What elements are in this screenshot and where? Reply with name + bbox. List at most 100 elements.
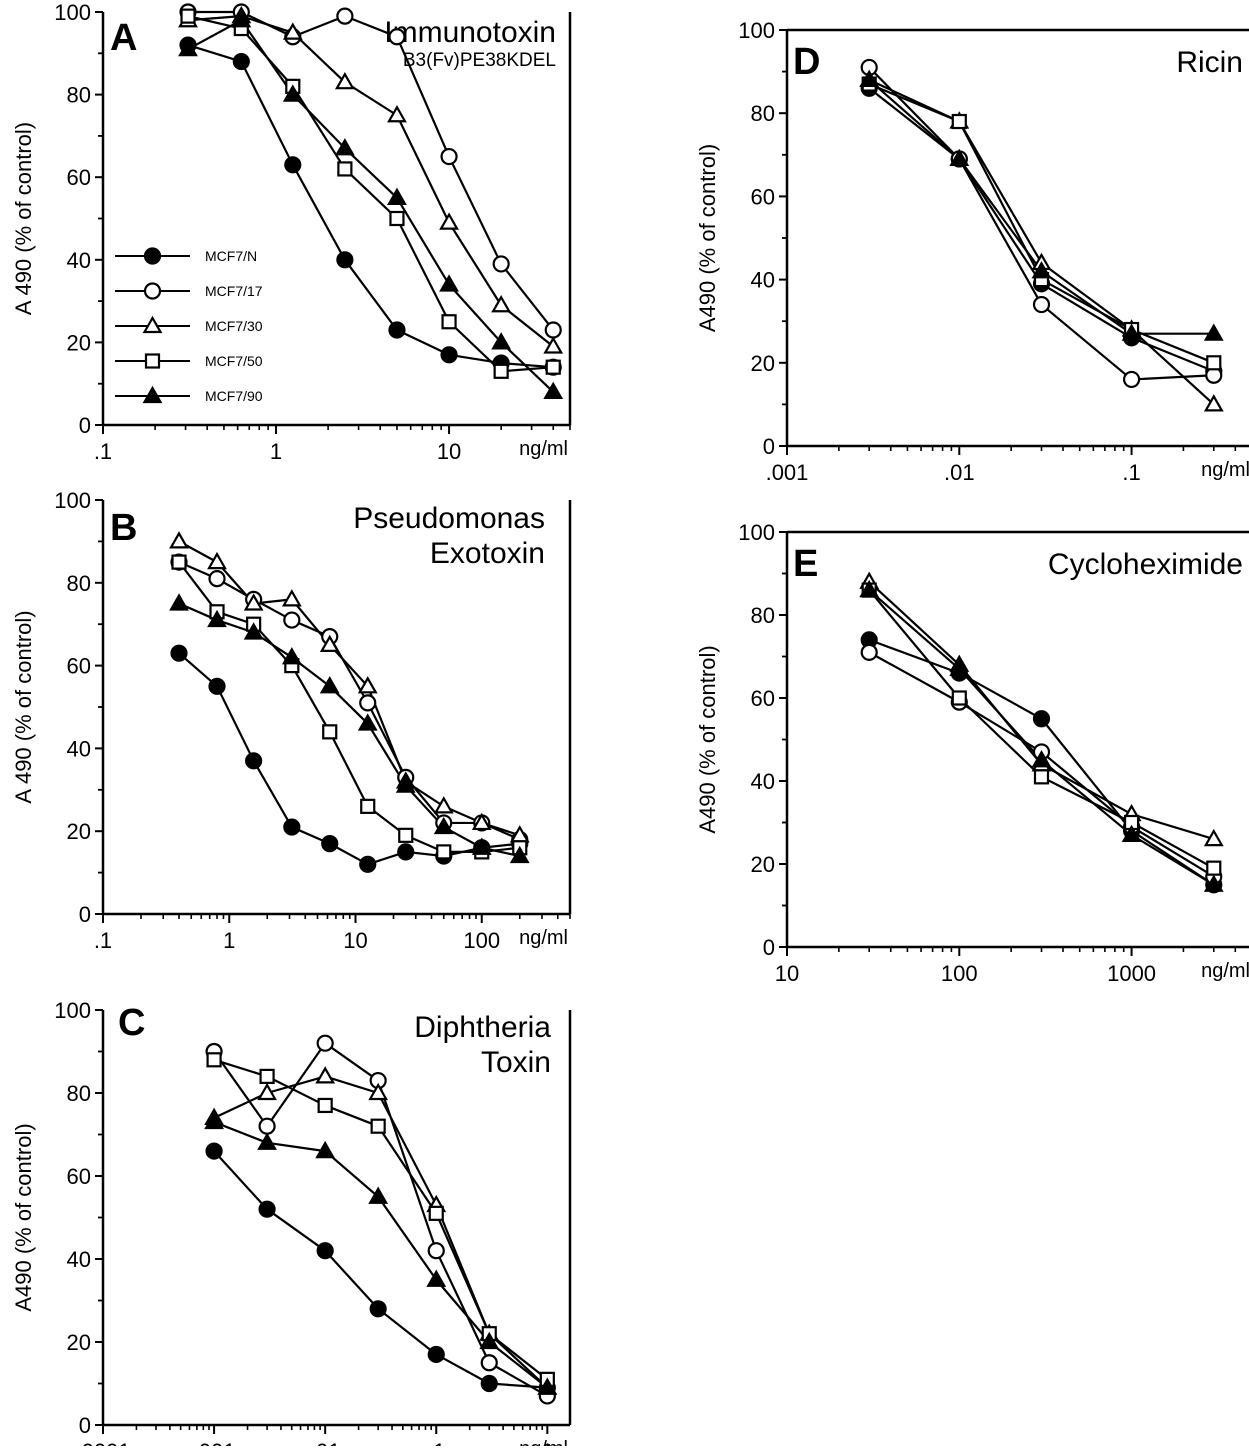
series-line	[213, 1058, 549, 1381]
filled-triangle-marker	[1121, 824, 1142, 843]
open-circle-marker	[283, 611, 301, 629]
open-square-marker	[171, 554, 187, 570]
series-markers	[206, 1052, 555, 1387]
y-axis-title: A490 (% of control)	[695, 645, 720, 833]
open-circle-marker	[316, 1034, 334, 1052]
y-tick-label: 100	[54, 998, 91, 1023]
filled-triangle-marker	[315, 1140, 336, 1159]
y-tick-label: 100	[54, 0, 91, 25]
panel-title-line: Exotoxin	[430, 537, 545, 570]
y-axis-title: A 490 (% of control)	[11, 610, 36, 803]
series-line	[868, 87, 1215, 373]
y-tick-label: 0	[763, 434, 775, 459]
x-tick-label: .1	[1122, 460, 1140, 485]
panel-title-line: Diphtheria	[414, 1011, 551, 1044]
x-tick-label: 10	[775, 961, 799, 986]
y-tick-label: 20	[67, 819, 91, 844]
series-line	[178, 561, 521, 841]
series-line	[178, 561, 520, 854]
filled-circle-marker	[369, 1300, 387, 1318]
filled-circle-marker	[397, 843, 415, 861]
x-tick-label: .1	[94, 928, 112, 953]
legend-label: MCF7/50	[205, 353, 263, 369]
open-circle-marker	[388, 28, 406, 46]
filled-triangle-marker	[1203, 323, 1224, 341]
open-circle-marker	[1122, 370, 1141, 389]
filled-triangle-marker	[207, 609, 227, 628]
y-tick-label: 80	[751, 603, 775, 628]
y-tick-label: 80	[67, 1081, 91, 1106]
open-square-marker	[389, 210, 405, 227]
open-square-marker	[398, 827, 414, 843]
filled-triangle-marker	[368, 1186, 389, 1204]
series-line	[188, 10, 555, 331]
open-circle-marker	[427, 1242, 445, 1260]
filled-circle-marker	[1032, 710, 1051, 728]
filled-circle-marker	[480, 1374, 498, 1393]
y-tick-label: 20	[751, 351, 775, 376]
open-square-marker	[180, 8, 196, 24]
open-square-marker	[493, 363, 509, 379]
filled-triangle-marker	[357, 713, 378, 731]
open-circle-marker	[258, 1117, 276, 1135]
filled-triangle-marker	[509, 845, 530, 864]
open-circle-marker	[359, 694, 377, 712]
series-markers	[204, 1111, 558, 1395]
open-triangle-marker	[387, 105, 407, 123]
series-line	[213, 1150, 548, 1389]
series-markers	[169, 593, 530, 864]
x-tick-label: .1	[94, 439, 112, 464]
series-markers	[859, 571, 1224, 847]
open-triangle-marker	[439, 212, 459, 230]
series-line	[187, 15, 554, 373]
y-tick-label: 40	[67, 248, 91, 273]
filled-triangle-marker	[479, 1331, 500, 1350]
filled-circle-marker	[245, 752, 263, 770]
filled-triangle-marker	[543, 381, 564, 400]
series-markers	[205, 1142, 556, 1397]
legend-label: MCF7/17	[205, 283, 263, 299]
filled-triangle-marker	[471, 837, 492, 855]
x-unit-label: ng/ml	[519, 1438, 568, 1446]
filled-triangle-marker	[282, 84, 303, 102]
filled-triangle-marker	[439, 274, 459, 292]
open-triangle-marker	[357, 676, 378, 694]
legend-filled-circle-marker	[143, 247, 162, 265]
x-unit-label: ng/ml	[519, 438, 568, 460]
x-tick-label: .01	[944, 460, 975, 485]
y-tick-label: 20	[67, 1330, 91, 1355]
filled-circle-marker	[316, 1242, 334, 1260]
open-square-marker	[322, 724, 338, 740]
y-tick-label: 80	[67, 83, 91, 108]
filled-triangle-marker	[178, 38, 198, 57]
filled-triangle-marker	[433, 816, 454, 835]
filled-circle-marker	[170, 644, 188, 662]
filled-circle-marker	[321, 835, 339, 853]
filled-triangle-marker	[257, 1132, 277, 1150]
open-triangle-marker	[471, 812, 492, 831]
open-square-marker	[1206, 860, 1222, 876]
filled-triangle-marker	[491, 332, 512, 350]
filled-circle-marker	[205, 1142, 223, 1160]
series-line	[178, 652, 520, 866]
y-tick-label: 20	[67, 330, 91, 355]
x-unit-label: ng/ml	[519, 927, 568, 949]
x-tick-label: .001	[193, 1439, 236, 1446]
y-tick-label: 0	[763, 935, 775, 960]
open-circle-marker	[208, 570, 226, 588]
open-triangle-marker	[257, 1082, 277, 1101]
open-square-marker	[545, 359, 561, 375]
series-markers	[859, 69, 1224, 412]
panel-letter-a: A	[110, 17, 137, 59]
open-square-marker	[1206, 355, 1222, 371]
filled-circle-marker	[284, 156, 302, 174]
series-markers	[860, 58, 1223, 389]
filled-triangle-marker	[204, 1111, 224, 1130]
x-unit-label: ng/ml	[1201, 960, 1249, 982]
x-tick-label: 100	[941, 961, 978, 986]
series-markers	[169, 531, 530, 843]
series-line	[178, 602, 520, 858]
